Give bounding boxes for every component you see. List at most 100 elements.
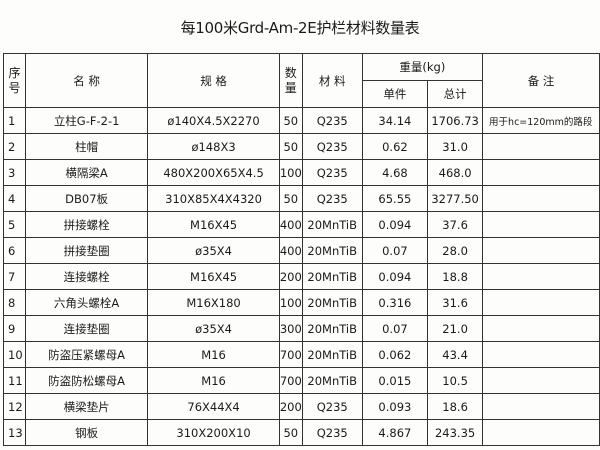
cell-name: 钢板 (24, 419, 149, 446)
table-title: 每100米Grd-Am-2E护栏材料数量表 (180, 19, 420, 37)
table-row: 1 立柱G-F-2-1 ø140X4.5X2270 50 Q235 34.14 1706.7… (3, 107, 600, 134)
cell-spec: ø148X3 (147, 133, 280, 160)
cell-spec: ø35X4 (147, 237, 280, 264)
cell-name: 横隔梁A (24, 159, 149, 186)
cell-no: 13 (3, 419, 26, 446)
cell-spec: 76X44X4 (147, 393, 280, 420)
cell-remark (482, 419, 600, 446)
cell-material: 20MnTiB (301, 315, 363, 342)
cell-spec: M16X45 (147, 263, 280, 290)
materials-table: 序号 名 称 规 格 数量 材 料 重量(kg) 备 注 单件 总计 1 立柱G-… (3, 53, 600, 446)
cell-unit: 0.62 (361, 133, 429, 160)
cell-total: 3277.50 (427, 185, 484, 212)
header-name: 名 称 (24, 53, 149, 108)
cell-no: 3 (3, 159, 26, 186)
cell-total: 21.0 (427, 315, 484, 342)
cell-name: 立柱G-F-2-1 (24, 107, 149, 134)
cell-unit: 0.062 (361, 341, 429, 368)
cell-material: 20MnTiB (301, 289, 363, 316)
cell-total: 18.8 (427, 263, 484, 290)
cell-spec: M16 (147, 341, 280, 368)
cell-unit: 0.316 (361, 289, 429, 316)
cell-no: 10 (3, 341, 26, 368)
header-weight: 重量(kg) (361, 53, 484, 81)
cell-no: 1 (3, 107, 26, 134)
cell-total: 43.4 (427, 341, 484, 368)
header-total-weight: 总计 (427, 80, 484, 108)
table-row: 12 横梁垫片 76X44X4 200 Q235 0.093 18.6 (3, 393, 600, 420)
cell-spec: 480X200X65X4.5 (147, 159, 280, 186)
cell-material: Q235 (301, 419, 363, 446)
cell-unit: 0.094 (361, 263, 429, 290)
cell-no: 8 (3, 289, 26, 316)
cell-material: Q235 (301, 393, 363, 420)
cell-qty: 50 (278, 185, 303, 212)
cell-no: 12 (3, 393, 26, 420)
cell-total: 31.0 (427, 133, 484, 160)
table-row: 11 防盗防松螺母A M16 700 20MnTiB 0.015 10.5 (3, 367, 600, 394)
cell-unit: 0.07 (361, 237, 429, 264)
cell-total: 243.35 (427, 419, 484, 446)
cell-qty: 50 (278, 133, 303, 160)
header-spec: 规 格 (147, 53, 280, 108)
cell-material: Q235 (301, 133, 363, 160)
cell-qty: 400 (278, 237, 303, 264)
cell-name: 柱帽 (24, 133, 149, 160)
cell-name: 拼接螺栓 (24, 211, 149, 238)
cell-spec: M16 (147, 367, 280, 394)
table-row: 8 六角头螺栓A M16X180 100 20MnTiB 0.316 31.6 (3, 289, 600, 316)
header-remark: 备 注 (482, 53, 600, 108)
cell-total: 31.6 (427, 289, 484, 316)
cell-remark (482, 133, 600, 160)
cell-material: 20MnTiB (301, 211, 363, 238)
cell-spec: M16X180 (147, 289, 280, 316)
cell-total: 1706.73 (427, 107, 484, 134)
cell-unit: 4.68 (361, 159, 429, 186)
cell-name: 防盗压紧螺母A (24, 341, 149, 368)
header-index: 序号 (3, 53, 26, 108)
header-quantity: 数量 (278, 53, 303, 108)
cell-qty: 700 (278, 341, 303, 368)
cell-spec: 310X85X4X4320 (147, 185, 280, 212)
cell-qty: 100 (278, 159, 303, 186)
cell-spec: M16X45 (147, 211, 280, 238)
cell-material: 20MnTiB (301, 367, 363, 394)
cell-material: Q235 (301, 185, 363, 212)
cell-spec: 310X200X10 (147, 419, 280, 446)
table-row: 3 横隔梁A 480X200X65X4.5 100 Q235 4.68 468.0 (3, 159, 600, 186)
cell-remark (482, 159, 600, 186)
cell-qty: 200 (278, 393, 303, 420)
cell-remark (482, 263, 600, 290)
table-row: 4 DB07板 310X85X4X4320 50 Q235 65.55 3277.50 (3, 185, 600, 212)
cell-unit: 0.093 (361, 393, 429, 420)
header-unit-weight: 单件 (361, 80, 429, 108)
cell-no: 7 (3, 263, 26, 290)
cell-remark (482, 367, 600, 394)
cell-unit: 65.55 (361, 185, 429, 212)
cell-name: DB07板 (24, 185, 149, 212)
table-row: 7 连接螺栓 M16X45 200 20MnTiB 0.094 18.8 (3, 263, 600, 290)
cell-no: 6 (3, 237, 26, 264)
cell-qty: 50 (278, 419, 303, 446)
cell-unit: 0.07 (361, 315, 429, 342)
table-row: 5 拼接螺栓 M16X45 400 20MnTiB 0.094 37.6 (3, 211, 600, 238)
cell-total: 18.6 (427, 393, 484, 420)
cell-no: 4 (3, 185, 26, 212)
cell-name: 横梁垫片 (24, 393, 149, 420)
cell-qty: 300 (278, 315, 303, 342)
cell-no: 11 (3, 367, 26, 394)
cell-material: Q235 (301, 159, 363, 186)
cell-name: 六角头螺栓A (24, 289, 149, 316)
cell-unit: 0.015 (361, 367, 429, 394)
cell-qty: 100 (278, 289, 303, 316)
cell-material: Q235 (301, 107, 363, 134)
cell-remark (482, 211, 600, 238)
cell-name: 连接螺栓 (24, 263, 149, 290)
cell-total: 468.0 (427, 159, 484, 186)
cell-qty: 200 (278, 263, 303, 290)
table-row: 13 钢板 310X200X10 50 Q235 4.867 243.35 (3, 419, 600, 446)
table-row: 9 连接垫圈 ø35X4 300 20MnTiB 0.07 21.0 (3, 315, 600, 342)
cell-qty: 50 (278, 107, 303, 134)
header-material: 材 料 (301, 53, 363, 108)
cell-no: 9 (3, 315, 26, 342)
